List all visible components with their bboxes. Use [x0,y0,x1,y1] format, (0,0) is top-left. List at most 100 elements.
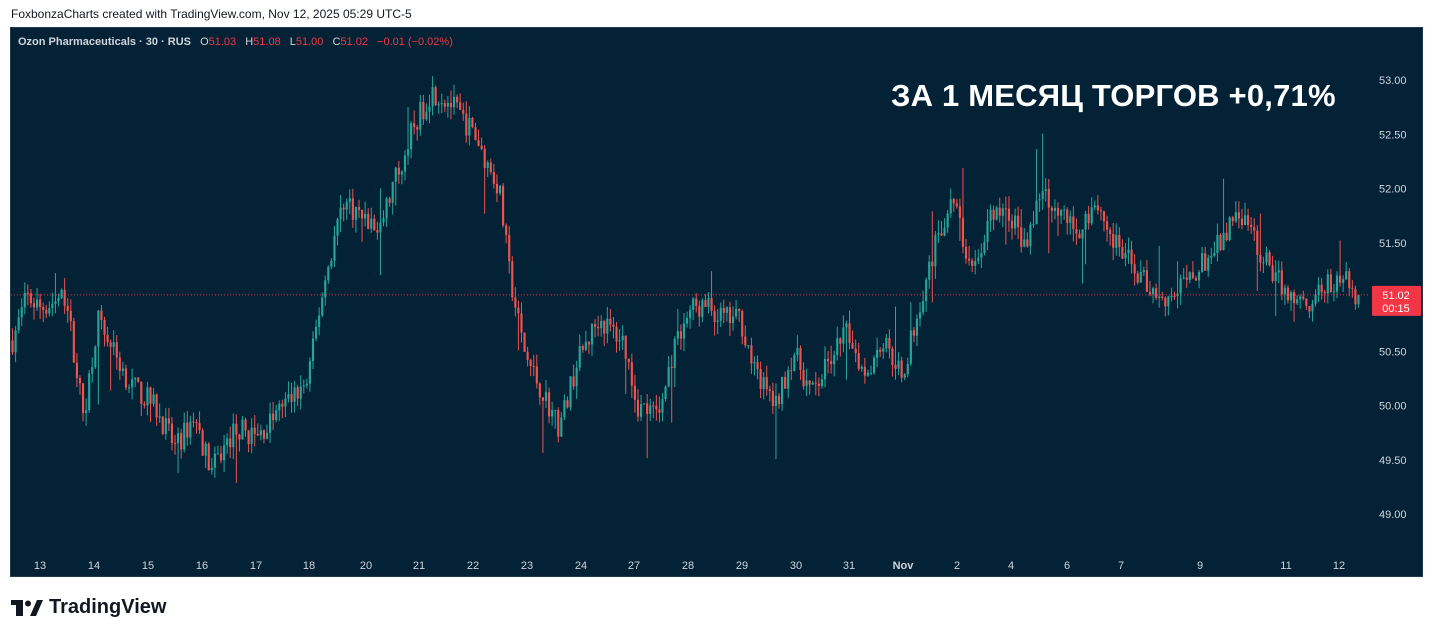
candle-body [474,127,477,141]
candle-body [1274,272,1277,282]
open-value: 51.03 [208,36,237,48]
candle-body [259,430,262,436]
candle-body [974,260,977,266]
candle-body [1243,215,1247,226]
candle-body [1047,189,1050,208]
candle-body [538,383,541,398]
candle-body [109,342,112,347]
y-tick-label: 49.00 [1379,509,1407,521]
candle-body [431,87,434,107]
candle-body [738,309,741,312]
candle-body [673,338,676,369]
candle-body [94,346,97,368]
candle-body [784,376,787,389]
candle-body [781,376,784,405]
candle-body [17,317,20,331]
candle-body [636,399,640,417]
candle-body [140,381,143,404]
candle-body [403,155,407,172]
candle-body [1173,295,1176,297]
candle-body [1164,297,1167,307]
candle-body [1115,234,1118,248]
candle-body [918,312,922,319]
y-tick-label: 49.50 [1379,455,1407,467]
candle-body [158,416,161,418]
candle-body [134,377,137,380]
candle-body [336,219,339,236]
candle-body [639,404,643,417]
candle-body [888,337,891,349]
low-label: L [289,36,296,48]
x-tick-label: 18 [303,560,315,572]
candle-body [85,410,88,414]
candle-body [1185,277,1188,280]
candle-body [744,336,747,346]
candle-body [922,301,925,313]
candle-body [425,111,428,120]
candle-body [912,330,915,336]
candle-body [572,376,575,387]
candle-body [327,266,330,281]
candle-body [1332,291,1336,293]
candle-body [131,379,134,388]
candle-body [406,149,410,156]
x-tick-label: 12 [1333,560,1345,572]
candle-body [600,321,603,329]
candle-body [652,405,655,407]
candle-body [268,413,272,433]
candle-body [1038,199,1041,201]
candle-body [1182,277,1185,279]
candle-body [1010,220,1014,229]
candle-body [26,292,29,294]
headline-annotation: ЗА 1 МЕСЯЦ ТОРГОВ +0,71% [891,78,1336,113]
candle-body [961,217,965,247]
candle-body [419,101,422,130]
candle-body [1053,207,1057,211]
candle-body [894,364,897,369]
candle-body [925,279,928,302]
symbol-name[interactable]: Ozon Pharmaceuticals · 30 · RUS [18,36,191,48]
candle-body [170,423,174,444]
candle-body [1099,210,1103,212]
candle-body [91,367,94,374]
candle-body [557,410,560,437]
candle-body [670,366,673,369]
change-value: −0.01 (−0.02%) [377,36,453,48]
candle-body [808,380,811,385]
candle-body [272,413,275,421]
candle-body [845,323,848,328]
candle-body [330,260,333,267]
candle-body [1112,233,1115,248]
footer-brand[interactable]: TradingView [11,596,166,619]
candle-body [66,305,69,311]
candle-body [796,348,799,356]
candle-body [1004,208,1007,210]
candle-body [1084,213,1087,230]
candle-body [1170,295,1173,297]
candle-body [422,101,425,120]
price-chart[interactable]: 53.00 52.50 52.00 51.50 50.50 50.00 49.50 49.00… [11,28,1422,576]
candle-body [903,374,906,378]
candle-body [161,416,164,434]
candle-body [1056,207,1060,216]
candle-body [489,162,492,173]
candle-body [486,162,489,168]
candle-body [1296,299,1299,304]
candle-body [229,438,232,448]
candle-body [1247,215,1250,225]
candle-body [121,368,124,372]
candle-body [1133,264,1136,274]
candle-body [459,102,462,110]
candle-body [1026,239,1029,247]
candle-body [664,386,667,400]
candle-body [370,218,373,229]
candle-body [88,373,91,411]
candle-body [1102,211,1106,222]
candle-body [1354,289,1357,305]
candle-body [937,233,940,235]
chart-panel[interactable]: 53.00 52.50 52.00 51.50 50.50 50.00 49.50 49.00… [10,27,1423,577]
candle-body [164,418,167,434]
close-label: C [332,36,341,48]
candle-body [1072,216,1075,230]
x-tick-label: 9 [1197,560,1203,572]
